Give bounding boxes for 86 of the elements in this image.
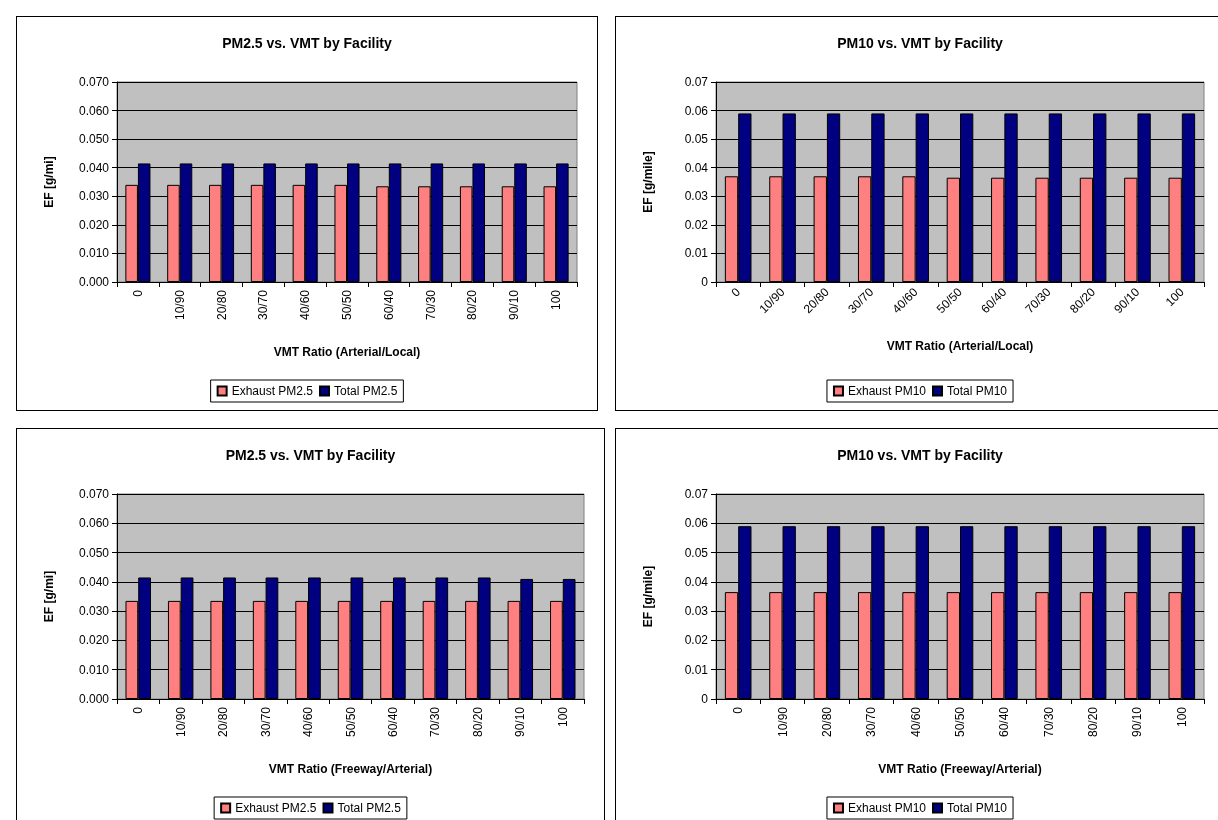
legend-label: Total PM10 [947,801,1008,815]
x-tick-label: 50/50 [953,706,967,738]
legend-label: Exhaust PM10 [847,801,927,815]
x-tick-label: 10/90 [775,706,790,738]
y-tick-label: 0.000 [78,275,110,289]
x-axis-title: VMT Ratio (Freeway/Arterial) [268,762,433,776]
y-tick-label: 0.05 [684,132,709,147]
y-tick-label: 0.070 [78,487,110,501]
y-tick-label: 0.07 [684,487,709,501]
y-tick-label: 0 [701,275,709,289]
x-axis-title: VMT Ratio (Arterial/Local) [886,339,1034,353]
x-tick-label: 0 [131,706,146,714]
chart-title: PM2.5 vs. VMT by Facility [222,35,393,51]
chart-title: PM10 vs. VMT by Facility [837,35,1004,51]
legend-label: Exhaust PM10 [847,384,927,398]
chart-title: PM10 vs. VMT by Facility [837,447,1004,463]
y-tick-label: 0.01 [684,662,709,677]
y-tick-label: 0.01 [684,246,709,261]
y-tick-label: 0.06 [684,103,709,118]
y-tick-label: 0.000 [78,692,110,706]
y-tick-label: 0.050 [78,132,110,147]
x-tick-label: 10/90 [173,706,188,738]
x-tick-label: 40/60 [298,289,313,321]
y-tick-label: 0.010 [78,246,110,261]
y-tick-label: 0.040 [78,160,110,175]
x-tick-label: 80/20 [465,289,480,321]
y-tick-label: 0.060 [78,103,110,118]
x-tick-label: 40/60 [301,706,316,738]
x-tick-label: 70/30 [423,289,438,321]
x-tick-label: 10/90 [172,289,187,321]
y-tick-label: 0.05 [684,545,709,560]
x-tick-label: 20/80 [214,289,229,321]
x-tick-label: 100 [1174,706,1189,728]
legend-label: Total PM2.5 [334,384,398,398]
x-tick-label: 60/40 [997,706,1012,738]
x-tick-label: 70/30 [428,706,443,738]
x-tick-label: 0 [728,284,744,300]
y-tick-label: 0.030 [78,604,110,619]
x-tick-label: 60/40 [385,706,400,738]
y-tick-label: 0.02 [684,217,709,232]
x-tick-label: 90/10 [513,706,528,738]
x-axis-title: VMT Ratio (Freeway/Arterial) [878,762,1042,776]
y-axis-title: EF [g/mi] [42,570,56,623]
y-tick-label: 0.03 [684,604,709,619]
x-tick-label: 100 [555,706,570,728]
x-tick-label: 20/80 [216,706,231,738]
x-tick-label: 60/40 [381,289,396,321]
x-tick-label: 30/70 [864,706,879,738]
x-axis-title: VMT Ratio (Arterial/Local) [273,345,421,359]
x-tick-label: 50/50 [340,289,354,321]
legend-label: Total PM2.5 [337,801,402,815]
y-tick-label: 0.04 [684,160,709,175]
x-tick-label: 80/20 [470,706,485,738]
y-tick-label: 0.07 [684,75,709,89]
y-tick-label: 0.020 [78,217,110,232]
y-tick-label: 0.020 [78,633,110,648]
legend-label: Exhaust PM2.5 [235,801,317,815]
y-tick-label: 0.02 [684,633,709,648]
chart-title: PM2.5 vs. VMT by Facility [225,447,396,463]
y-tick-label: 0.030 [78,189,110,204]
y-tick-label: 0.010 [78,662,110,677]
y-tick-label: 0.060 [78,516,110,531]
x-tick-label: 90/10 [507,289,522,321]
x-tick-label: 70/30 [1041,706,1056,738]
y-tick-label: 0.06 [684,516,709,531]
x-tick-label: 30/70 [258,706,273,738]
y-axis-title: EF [g/mile] [641,565,655,628]
legend-label: Exhaust PM2.5 [231,384,314,398]
x-tick-label: 100 [549,289,564,311]
y-tick-label: 0.04 [684,574,709,589]
x-tick-label: 90/10 [1130,706,1145,738]
legend-label: Total PM10 [947,384,1008,398]
y-axis-title: EF [g/mile] [641,151,655,213]
y-tick-label: 0.040 [78,574,110,589]
x-tick-label: 50/50 [343,706,358,738]
x-tick-label: 40/60 [908,706,923,738]
x-tick-label: 20/80 [819,706,834,738]
x-tick-label: 0 [731,706,746,714]
y-axis-title: EF [g/mi] [42,156,56,208]
y-tick-label: 0.03 [684,189,709,204]
x-tick-label: 80/20 [1086,706,1101,738]
y-tick-label: 0.070 [78,75,110,89]
x-tick-label: 100 [1162,284,1187,310]
x-tick-label: 0 [130,289,145,297]
x-tick-label: 30/70 [256,289,271,321]
y-tick-label: 0.050 [78,545,110,560]
